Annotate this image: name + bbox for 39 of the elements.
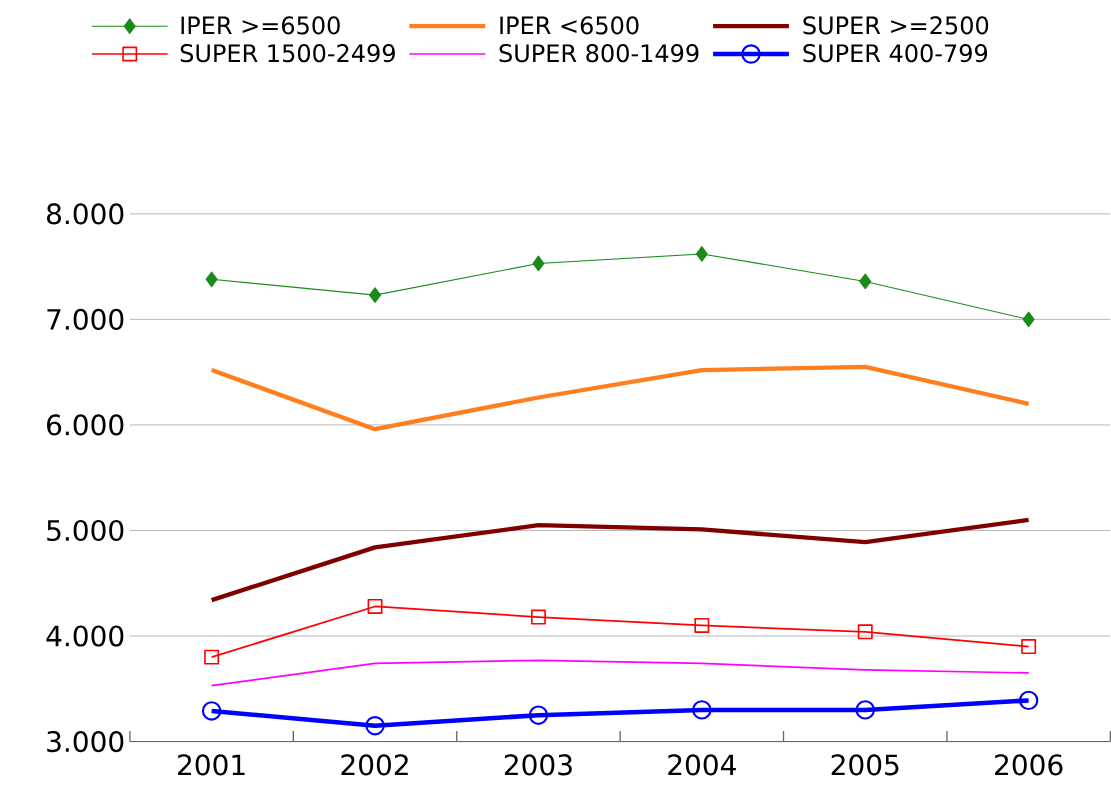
point xyxy=(695,246,708,263)
legend-label: SUPER 400-799 xyxy=(803,44,988,63)
point xyxy=(1018,690,1039,711)
point xyxy=(528,705,549,726)
x-tick-label: 2005 xyxy=(831,754,899,776)
x-tick-label: 2001 xyxy=(178,754,245,776)
legend-label: SUPER 1500-2499 xyxy=(180,44,395,63)
point xyxy=(530,609,546,625)
y-tick-label: 7.000 xyxy=(47,309,124,331)
x-tick-label: 2002 xyxy=(341,754,408,776)
point xyxy=(855,700,875,720)
x-tick-label: 2003 xyxy=(504,754,572,776)
point xyxy=(205,271,218,288)
point xyxy=(692,700,712,720)
x-tick-label: 2006 xyxy=(995,754,1063,776)
line-series xyxy=(210,659,1030,687)
point xyxy=(857,624,873,640)
legend-label: SUPER >=2500 xyxy=(803,16,989,35)
y-tick-label: 6.000 xyxy=(47,414,124,436)
line-series xyxy=(209,518,1031,603)
point xyxy=(204,649,220,665)
point xyxy=(201,701,222,721)
point xyxy=(1022,311,1035,328)
y-tick-label: 8.000 xyxy=(47,203,124,225)
point xyxy=(532,255,545,272)
legend-label: IPER <6500 xyxy=(500,16,639,35)
point xyxy=(1021,639,1037,655)
point xyxy=(859,273,872,290)
y-tick-label: 5.000 xyxy=(47,520,124,542)
point xyxy=(367,599,383,615)
point xyxy=(368,287,382,304)
legend-label: IPER >=6500 xyxy=(181,16,340,35)
point xyxy=(365,716,385,736)
legend-label: SUPER 800-1499 xyxy=(499,44,699,63)
point xyxy=(694,618,710,634)
x-tick-label: 2004 xyxy=(668,754,736,776)
y-tick-label: 3.000 xyxy=(47,731,124,753)
line-series xyxy=(209,365,1031,432)
y-tick-label: 4.000 xyxy=(46,625,124,647)
